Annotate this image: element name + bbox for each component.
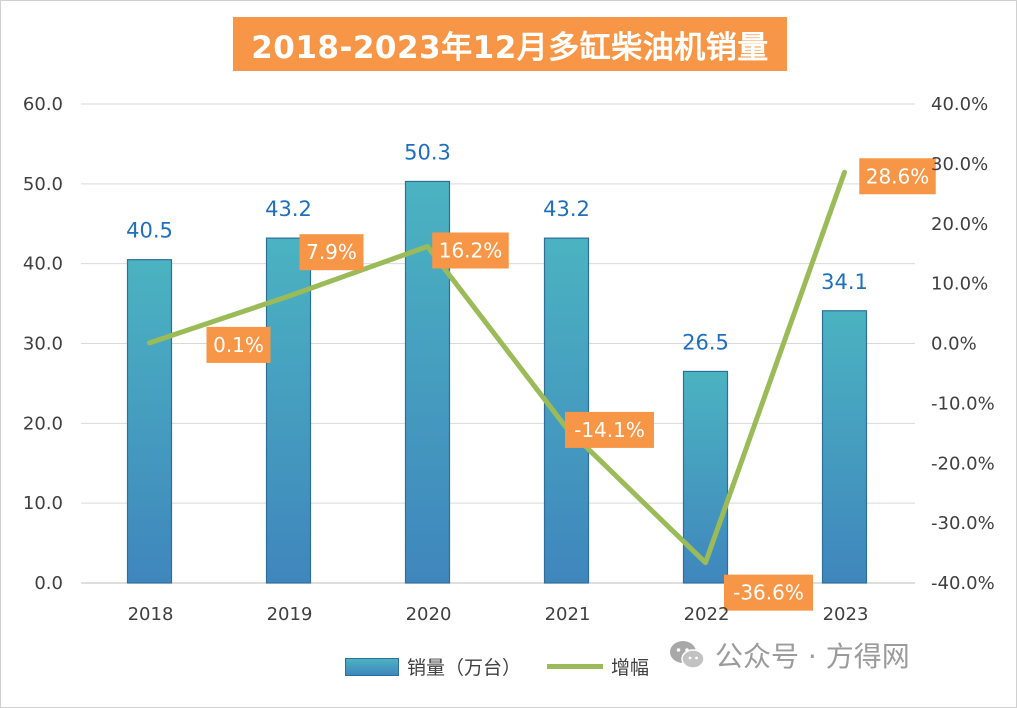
legend-item-sales: 销量（万台） (345, 653, 521, 680)
growth-label-box (724, 574, 813, 611)
y-right-tick-label: -30.0% (931, 513, 995, 534)
bar (682, 370, 729, 584)
growth-data-label: 16.2% (439, 239, 503, 263)
bar (543, 237, 590, 584)
bar (821, 310, 868, 584)
x-tick-label: 2022 (684, 604, 730, 625)
y-right-tick-label: -20.0% (931, 453, 995, 474)
growth-label-box (859, 158, 936, 195)
y-right-tick-label: 0.0% (931, 334, 977, 355)
legend-item-growth: 增幅 (547, 653, 649, 680)
y-left-tick-label: 10.0 (23, 493, 63, 514)
growth-data-label: 28.6% (866, 164, 930, 188)
y-right-tick-label: -10.0% (931, 393, 995, 414)
growth-data-label: 0.1% (213, 333, 264, 357)
x-tick-label: 2018 (128, 604, 174, 625)
watermark: 公众号 · 方得网 (669, 635, 910, 675)
y-right-tick-label: 10.0% (931, 274, 988, 295)
bar-data-label: 34.1 (821, 270, 868, 294)
legend-label-sales: 销量（万台） (407, 657, 522, 679)
bar-data-label: 50.3 (404, 140, 451, 164)
y-left-tick-label: 50.0 (23, 174, 63, 195)
y-left-tick-label: 20.0 (23, 413, 63, 434)
growth-data-label: -36.6% (733, 581, 804, 605)
wechat-icon (670, 641, 705, 669)
y-left-tick-label: 40.0 (23, 254, 63, 275)
y-right-tick-label: 20.0% (931, 214, 988, 235)
x-tick-label: 2020 (406, 604, 452, 625)
watermark-text: 公众号 · 方得网 (715, 640, 910, 673)
growth-line (147, 169, 847, 566)
growth-label-box (299, 234, 364, 271)
y-left-tick-label: 60.0 (23, 94, 63, 115)
x-tick-label: 2019 (267, 604, 313, 625)
growth-label-box (565, 411, 654, 448)
growth-data-label: 7.9% (306, 240, 357, 264)
chart-title: 2018-2023年12月多缸柴油机销量 (251, 29, 769, 66)
chart-title-box: 2018-2023年12月多缸柴油机销量 (233, 17, 787, 71)
growth-label-box (432, 232, 509, 269)
bar (126, 259, 173, 584)
x-tick-label: 2023 (823, 604, 869, 625)
bar-data-label: 40.5 (126, 219, 173, 243)
bar-data-label: 43.2 (265, 197, 312, 221)
y-right-tick-label: -40.0% (931, 573, 995, 594)
legend-label-growth: 增幅 (611, 657, 650, 679)
y-right-tick-label: 40.0% (931, 94, 988, 115)
chart-legend: 销量（万台） 增幅 (345, 653, 675, 680)
growth-data-label: -14.1% (574, 418, 645, 442)
growth-label-box (206, 326, 271, 363)
bar-data-label: 26.5 (682, 330, 729, 354)
legend-bar-swatch (345, 657, 399, 676)
y-right-tick-label: 30.0% (931, 154, 988, 175)
y-left-tick-label: 30.0 (23, 334, 63, 355)
x-tick-label: 2021 (545, 604, 591, 625)
y-left-tick-label: 0.0 (34, 573, 63, 594)
bar-data-label: 43.2 (543, 197, 590, 221)
legend-line-swatch (547, 664, 604, 669)
